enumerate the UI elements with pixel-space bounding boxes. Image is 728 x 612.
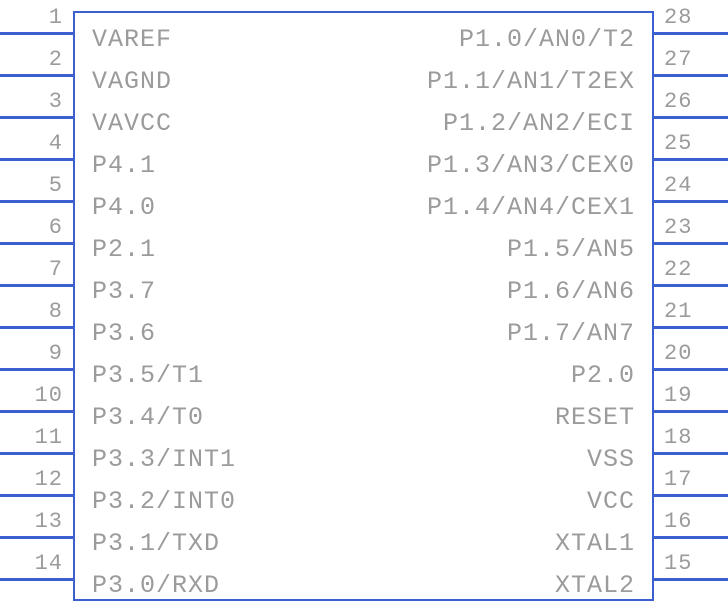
pin-number: 27	[664, 47, 692, 72]
pin-number: 2	[49, 47, 63, 72]
pin-label: VSS	[587, 445, 635, 474]
pin-number: 14	[35, 551, 63, 576]
pin-label: P2.1	[92, 235, 156, 264]
pin-lead	[654, 410, 728, 413]
pin-number: 24	[664, 173, 692, 198]
pin-label: P3.1/TXD	[92, 529, 220, 558]
pin-number: 7	[49, 257, 63, 282]
pin-lead	[0, 116, 73, 119]
pin-number: 22	[664, 257, 692, 282]
pin-number: 28	[664, 5, 692, 30]
pin-label: P1.7/AN7	[507, 319, 635, 348]
pin-label: P3.3/INT1	[92, 445, 236, 474]
pin-lead	[654, 326, 728, 329]
pin-lead	[0, 200, 73, 203]
pin-number: 8	[49, 299, 63, 324]
pin-number: 21	[664, 299, 692, 324]
pin-lead	[654, 116, 728, 119]
pin-lead	[0, 32, 73, 35]
pin-number: 1	[49, 5, 63, 30]
pin-lead	[654, 158, 728, 161]
pin-label: VAREF	[92, 25, 172, 54]
pin-label: P1.2/AN2/ECI	[443, 109, 635, 138]
pin-lead	[0, 284, 73, 287]
pin-label: P3.5/T1	[92, 361, 204, 390]
pin-number: 5	[49, 173, 63, 198]
pin-number: 13	[35, 509, 63, 534]
pin-number: 6	[49, 215, 63, 240]
pin-label: P1.5/AN5	[507, 235, 635, 264]
pin-lead	[654, 200, 728, 203]
pin-lead	[0, 158, 73, 161]
pin-lead	[0, 494, 73, 497]
pin-label: P1.6/AN6	[507, 277, 635, 306]
pin-lead	[0, 74, 73, 77]
pin-lead	[654, 578, 728, 581]
pin-label: XTAL1	[555, 529, 635, 558]
pin-label: VCC	[587, 487, 635, 516]
pin-lead	[654, 368, 728, 371]
pin-number: 9	[49, 341, 63, 366]
pin-label: P3.2/INT0	[92, 487, 236, 516]
pin-label: VAVCC	[92, 109, 172, 138]
pin-number: 4	[49, 131, 63, 156]
pin-number: 19	[664, 383, 692, 408]
pin-lead	[0, 326, 73, 329]
pin-label: P3.6	[92, 319, 156, 348]
pin-label: P2.0	[571, 361, 635, 390]
pin-lead	[0, 452, 73, 455]
pin-number: 18	[664, 425, 692, 450]
pin-label: P3.0/RXD	[92, 571, 220, 600]
pin-lead	[654, 494, 728, 497]
pin-number: 25	[664, 131, 692, 156]
pin-number: 15	[664, 551, 692, 576]
pin-label: P4.1	[92, 151, 156, 180]
pin-lead	[654, 242, 728, 245]
pin-label: P1.3/AN3/CEX0	[427, 151, 635, 180]
pin-label: RESET	[555, 403, 635, 432]
pin-label: P4.0	[92, 193, 156, 222]
pin-number: 26	[664, 89, 692, 114]
pin-label: P1.0/AN0/T2	[459, 25, 635, 54]
pin-lead	[654, 32, 728, 35]
pin-number: 23	[664, 215, 692, 240]
pin-label: VAGND	[92, 67, 172, 96]
pin-number: 20	[664, 341, 692, 366]
pin-label: P1.1/AN1/T2EX	[427, 67, 635, 96]
pin-label: P3.7	[92, 277, 156, 306]
pin-lead	[0, 410, 73, 413]
pin-lead	[654, 452, 728, 455]
pin-lead	[0, 578, 73, 581]
pin-lead	[654, 536, 728, 539]
ic-pinout-diagram: 1 VAREF 2 VAGND 3 VAVCC 4 P4.1 5 P4.0 6 P2.1 7 P3.7 8 P…	[0, 0, 728, 612]
pin-lead	[654, 74, 728, 77]
pin-lead	[0, 242, 73, 245]
pin-number: 12	[35, 467, 63, 492]
pin-number: 16	[664, 509, 692, 534]
pin-lead	[654, 284, 728, 287]
pin-number: 3	[49, 89, 63, 114]
pin-lead	[0, 368, 73, 371]
pin-number: 17	[664, 467, 692, 492]
pin-label: P3.4/T0	[92, 403, 204, 432]
pin-number: 11	[35, 425, 63, 450]
pin-label: P1.4/AN4/CEX1	[427, 193, 635, 222]
pin-number: 10	[35, 383, 63, 408]
pin-lead	[0, 536, 73, 539]
pin-label: XTAL2	[555, 571, 635, 600]
